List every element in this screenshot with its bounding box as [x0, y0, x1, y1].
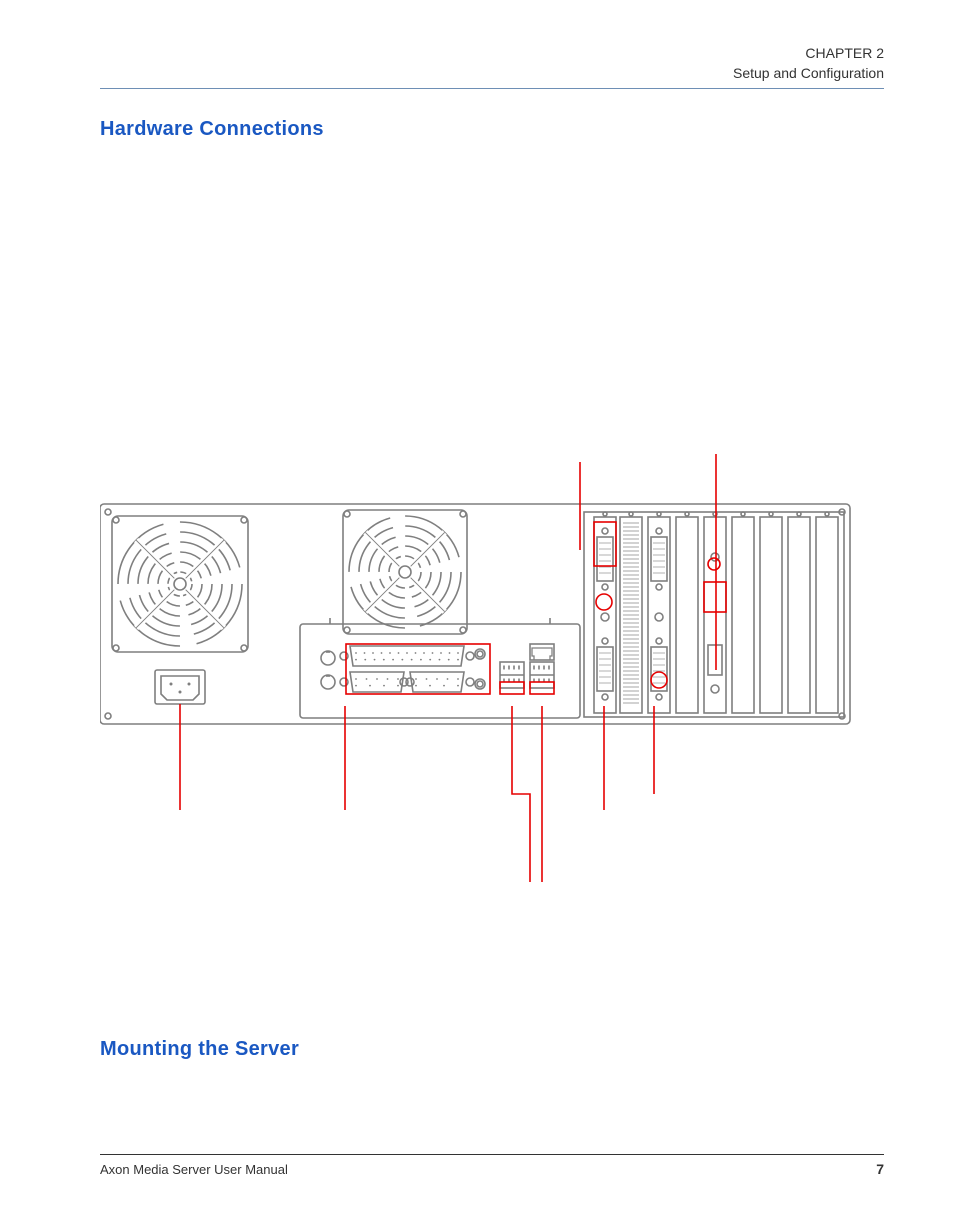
page-header: CHAPTER 2 Setup and Configuration	[733, 44, 884, 83]
chapter-label: CHAPTER 2	[733, 44, 884, 64]
heading-hardware-connections: Hardware Connections	[100, 118, 324, 141]
footer-page-number: 7	[876, 1161, 884, 1177]
header-divider	[100, 88, 884, 89]
footer-manual-title: Axon Media Server User Manual	[100, 1162, 288, 1177]
heading-mounting-server: Mounting the Server	[100, 1038, 299, 1061]
rear-panel-diagram	[100, 454, 870, 934]
footer-divider	[100, 1154, 884, 1155]
section-label: Setup and Configuration	[733, 64, 884, 84]
